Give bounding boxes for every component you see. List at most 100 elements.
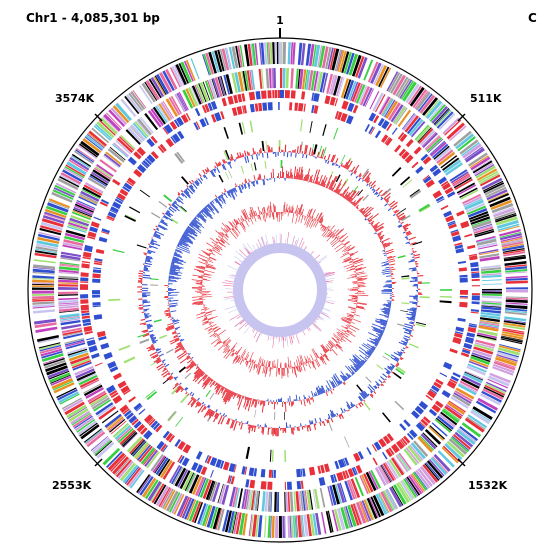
feature-band	[368, 126, 374, 134]
gc-content-bar	[302, 153, 304, 158]
reverse-gene	[245, 489, 251, 510]
reverse-gene	[350, 81, 359, 102]
gc-content-bar	[360, 401, 364, 406]
gc-content-bar	[191, 393, 195, 397]
gc-skew-bar	[340, 193, 343, 197]
feature-band	[284, 90, 290, 99]
coverage-bar	[326, 348, 329, 352]
forward-gene	[343, 506, 352, 529]
reverse-gene	[481, 295, 502, 299]
gc-skew-bar	[273, 400, 275, 402]
gc-skew-bar	[232, 188, 238, 197]
forward-gene	[425, 100, 443, 120]
gc-content-bar	[178, 195, 184, 201]
inner-spike	[317, 318, 319, 321]
gc-content-bar	[309, 420, 312, 425]
gc-skew-bar	[200, 210, 204, 213]
gc-skew-bar	[384, 285, 392, 287]
gc-content-bar	[265, 425, 267, 428]
forward-gene	[40, 225, 62, 233]
coverage-bar	[348, 307, 356, 310]
gc-skew-bar	[210, 201, 220, 213]
reverse-gene	[392, 105, 405, 123]
gc-content-bar	[336, 412, 339, 416]
gc-skew-bar	[167, 304, 170, 306]
gc-skew-bar	[381, 261, 389, 264]
gc-skew-bar	[265, 400, 267, 402]
coverage-bar	[248, 218, 250, 219]
feature-band	[471, 285, 480, 287]
inner-spike	[272, 336, 274, 339]
forward-gene	[385, 489, 398, 510]
coverage-bar	[347, 300, 358, 303]
coverage-bar	[203, 275, 211, 278]
feature-band	[127, 177, 136, 185]
reverse-gene	[287, 491, 291, 512]
gc-skew-bar	[338, 380, 341, 385]
forward-gene	[77, 420, 97, 436]
gc-content-bar	[344, 159, 351, 169]
gc-content-bar	[393, 351, 402, 357]
gc-content-bar	[191, 179, 194, 183]
gc-skew-bar	[169, 271, 179, 274]
gc-content-bar	[380, 376, 385, 381]
reverse-gene	[126, 436, 143, 453]
reverse-gene	[92, 169, 111, 182]
gc-skew-bar	[384, 262, 389, 265]
reverse-gene	[351, 82, 361, 102]
coverage-bar	[354, 271, 356, 273]
reverse-gene	[464, 371, 484, 381]
gc-content-bar	[175, 199, 176, 201]
gc-skew-bar	[360, 360, 365, 365]
forward-gene	[136, 474, 151, 493]
reverse-gene	[313, 71, 319, 92]
reverse-gene	[395, 107, 408, 125]
coverage-bar	[315, 219, 317, 221]
gc-content-bar	[401, 340, 408, 344]
coverage-bar	[356, 306, 364, 309]
gc-content-bar	[402, 347, 406, 350]
gc-skew-bar	[196, 214, 207, 223]
sparse-mark	[376, 364, 384, 370]
sparse-mark	[284, 449, 287, 462]
coverage-bar	[205, 311, 213, 315]
gc-skew-bar	[187, 353, 189, 355]
gc-content-bar	[140, 318, 146, 321]
gc-content-bar	[150, 241, 161, 247]
reverse-gene	[78, 196, 97, 206]
reverse-gene	[182, 471, 194, 491]
gc-skew-bar	[189, 362, 196, 368]
feature-band	[394, 144, 402, 153]
gc-skew-bar	[383, 250, 386, 252]
inner-spike	[242, 243, 251, 254]
forward-gene	[51, 191, 73, 203]
gc-content-bar	[361, 177, 363, 179]
forward-gene	[487, 192, 509, 202]
gc-content-bar	[380, 190, 388, 197]
reverse-gene	[319, 72, 326, 93]
coverage-bar	[274, 205, 276, 213]
gc-skew-bar	[263, 175, 266, 180]
gc-content-bar	[230, 156, 233, 161]
inner-spike	[282, 336, 285, 348]
forward-gene	[247, 43, 253, 66]
forward-gene	[110, 107, 128, 126]
feature-band	[411, 161, 419, 169]
gc-content-bar	[411, 249, 413, 251]
gc-content-bar	[410, 244, 412, 247]
feature-band	[406, 432, 414, 441]
gc-skew-bar	[386, 259, 388, 261]
coverage-bar	[344, 330, 347, 332]
reverse-gene	[218, 484, 227, 504]
coverage-bar	[320, 344, 327, 354]
gc-content-bar	[417, 291, 418, 293]
forward-gene	[57, 388, 78, 401]
coverage-bar	[355, 300, 358, 302]
coverage-bar	[341, 338, 346, 343]
inner-spike	[286, 231, 290, 244]
forward-gene	[301, 514, 305, 537]
feature-band	[123, 389, 131, 396]
coverage-bar	[232, 221, 236, 227]
feature-band	[231, 107, 238, 117]
gc-skew-bar	[170, 319, 173, 321]
